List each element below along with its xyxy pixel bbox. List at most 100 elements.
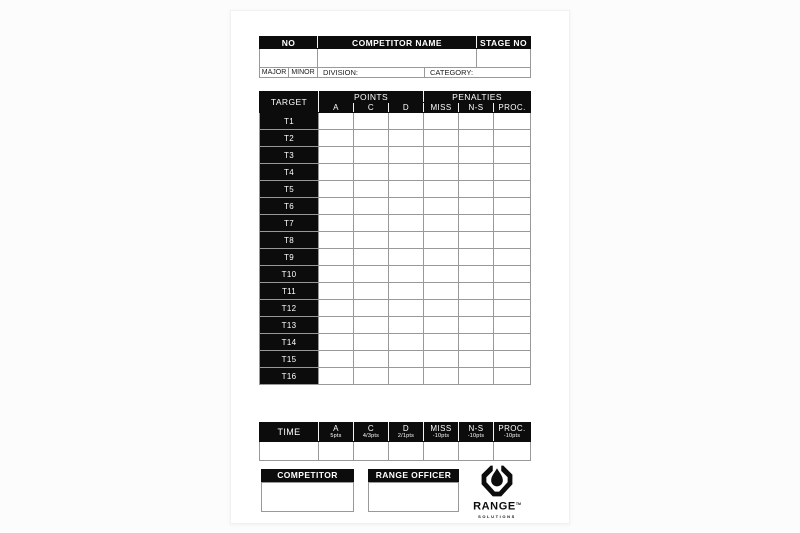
time-cell[interactable] xyxy=(458,441,494,461)
score-cell[interactable] xyxy=(493,146,532,164)
division-field[interactable]: DIVISION: xyxy=(317,67,425,78)
score-cell[interactable] xyxy=(423,265,460,283)
score-cell[interactable] xyxy=(458,180,495,198)
range-officer-signature-box[interactable] xyxy=(368,482,459,512)
score-cell[interactable] xyxy=(387,333,425,351)
score-cell[interactable] xyxy=(458,333,495,351)
score-cell[interactable] xyxy=(387,146,425,164)
score-cell[interactable] xyxy=(318,146,354,164)
score-cell[interactable] xyxy=(387,214,425,232)
score-cell[interactable] xyxy=(493,316,532,334)
score-cell[interactable] xyxy=(458,129,495,147)
score-cell[interactable] xyxy=(318,282,354,300)
score-cell[interactable] xyxy=(353,316,389,334)
score-cell[interactable] xyxy=(458,299,495,317)
score-cell[interactable] xyxy=(318,265,354,283)
score-cell[interactable] xyxy=(387,163,425,181)
score-cell[interactable] xyxy=(423,333,460,351)
score-cell[interactable] xyxy=(387,316,425,334)
score-cell[interactable] xyxy=(423,367,460,385)
score-cell[interactable] xyxy=(423,350,460,368)
time-cell[interactable] xyxy=(259,441,319,461)
score-cell[interactable] xyxy=(318,316,354,334)
score-cell[interactable] xyxy=(387,299,425,317)
score-cell[interactable] xyxy=(493,112,532,130)
score-cell[interactable] xyxy=(493,333,532,351)
score-cell[interactable] xyxy=(387,197,425,215)
score-cell[interactable] xyxy=(423,180,460,198)
major-checkbox[interactable]: MAJOR xyxy=(259,67,289,78)
score-cell[interactable] xyxy=(353,180,389,198)
score-cell[interactable] xyxy=(493,214,532,232)
time-cell[interactable] xyxy=(353,441,389,461)
score-cell[interactable] xyxy=(387,129,425,147)
score-cell[interactable] xyxy=(423,248,460,266)
score-cell[interactable] xyxy=(387,180,425,198)
score-cell[interactable] xyxy=(318,248,354,266)
score-cell[interactable] xyxy=(387,248,425,266)
stage-no-field[interactable] xyxy=(476,48,531,68)
score-cell[interactable] xyxy=(493,350,532,368)
score-cell[interactable] xyxy=(423,163,460,181)
score-cell[interactable] xyxy=(423,231,460,249)
score-cell[interactable] xyxy=(353,129,389,147)
score-cell[interactable] xyxy=(318,350,354,368)
score-cell[interactable] xyxy=(493,197,532,215)
score-cell[interactable] xyxy=(493,299,532,317)
score-cell[interactable] xyxy=(493,265,532,283)
score-cell[interactable] xyxy=(353,197,389,215)
score-cell[interactable] xyxy=(353,265,389,283)
score-cell[interactable] xyxy=(318,231,354,249)
score-cell[interactable] xyxy=(318,214,354,232)
score-cell[interactable] xyxy=(353,333,389,351)
score-cell[interactable] xyxy=(458,282,495,300)
no-field[interactable] xyxy=(259,48,318,68)
score-cell[interactable] xyxy=(423,282,460,300)
score-cell[interactable] xyxy=(493,231,532,249)
score-cell[interactable] xyxy=(423,214,460,232)
score-cell[interactable] xyxy=(493,180,532,198)
score-cell[interactable] xyxy=(493,163,532,181)
competitor-signature-box[interactable] xyxy=(261,482,354,512)
score-cell[interactable] xyxy=(458,146,495,164)
time-cell[interactable] xyxy=(388,441,424,461)
score-cell[interactable] xyxy=(318,129,354,147)
score-cell[interactable] xyxy=(353,146,389,164)
score-cell[interactable] xyxy=(387,367,425,385)
score-cell[interactable] xyxy=(353,248,389,266)
score-cell[interactable] xyxy=(387,282,425,300)
score-cell[interactable] xyxy=(458,316,495,334)
score-cell[interactable] xyxy=(353,350,389,368)
score-cell[interactable] xyxy=(423,112,460,130)
score-cell[interactable] xyxy=(423,197,460,215)
time-cell[interactable] xyxy=(423,441,459,461)
score-cell[interactable] xyxy=(318,333,354,351)
score-cell[interactable] xyxy=(458,214,495,232)
score-cell[interactable] xyxy=(423,299,460,317)
score-cell[interactable] xyxy=(353,163,389,181)
score-cell[interactable] xyxy=(353,299,389,317)
minor-checkbox[interactable]: MINOR xyxy=(288,67,318,78)
score-cell[interactable] xyxy=(318,112,354,130)
time-cell[interactable] xyxy=(493,441,531,461)
score-cell[interactable] xyxy=(387,265,425,283)
score-cell[interactable] xyxy=(353,112,389,130)
score-cell[interactable] xyxy=(353,367,389,385)
score-cell[interactable] xyxy=(423,146,460,164)
score-cell[interactable] xyxy=(423,316,460,334)
category-field[interactable]: CATEGORY: xyxy=(424,67,531,78)
score-cell[interactable] xyxy=(387,231,425,249)
score-cell[interactable] xyxy=(493,248,532,266)
score-cell[interactable] xyxy=(318,299,354,317)
score-cell[interactable] xyxy=(353,214,389,232)
competitor-name-field[interactable] xyxy=(317,48,477,68)
score-cell[interactable] xyxy=(458,248,495,266)
score-cell[interactable] xyxy=(353,231,389,249)
score-cell[interactable] xyxy=(458,367,495,385)
score-cell[interactable] xyxy=(387,112,425,130)
score-cell[interactable] xyxy=(458,163,495,181)
score-cell[interactable] xyxy=(493,129,532,147)
score-cell[interactable] xyxy=(318,163,354,181)
score-cell[interactable] xyxy=(493,367,532,385)
score-cell[interactable] xyxy=(318,197,354,215)
